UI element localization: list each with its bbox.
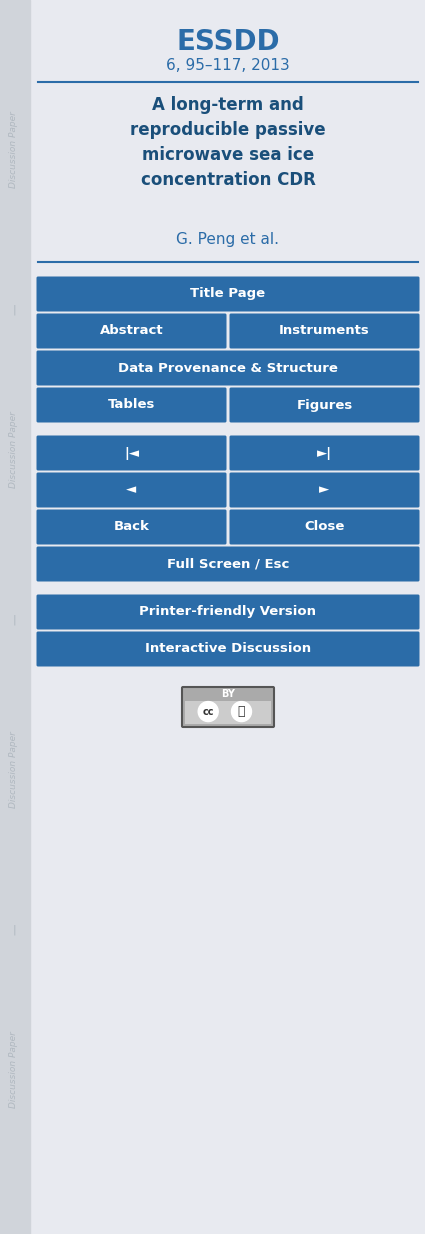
Text: Abstract: Abstract — [100, 325, 163, 338]
Text: Figures: Figures — [296, 399, 353, 411]
Text: |: | — [12, 615, 16, 626]
Text: Discussion Paper: Discussion Paper — [9, 732, 19, 808]
Text: Ⓘ: Ⓘ — [238, 705, 245, 718]
Text: G. Peng et al.: G. Peng et al. — [176, 232, 280, 247]
Text: ESSDD: ESSDD — [176, 28, 280, 56]
Text: Title Page: Title Page — [190, 288, 266, 301]
Text: Interactive Discussion: Interactive Discussion — [145, 643, 311, 655]
FancyBboxPatch shape — [37, 595, 419, 629]
Text: Instruments: Instruments — [279, 325, 370, 338]
Circle shape — [232, 702, 252, 722]
Text: Discussion Paper: Discussion Paper — [9, 1032, 19, 1108]
Circle shape — [198, 702, 218, 722]
FancyBboxPatch shape — [37, 632, 419, 666]
Text: Data Provenance & Structure: Data Provenance & Structure — [118, 362, 338, 374]
Text: Discussion Paper: Discussion Paper — [9, 412, 19, 489]
Text: A long-term and
reproducible passive
microwave sea ice
concentration CDR: A long-term and reproducible passive mic… — [130, 96, 326, 189]
FancyBboxPatch shape — [230, 436, 419, 470]
Text: Printer-friendly Version: Printer-friendly Version — [139, 606, 317, 618]
FancyBboxPatch shape — [230, 473, 419, 507]
FancyBboxPatch shape — [182, 687, 274, 727]
FancyBboxPatch shape — [37, 473, 227, 507]
Text: ◄: ◄ — [126, 484, 136, 496]
Bar — [185, 701, 271, 724]
FancyBboxPatch shape — [37, 276, 419, 311]
FancyBboxPatch shape — [37, 350, 419, 385]
FancyBboxPatch shape — [37, 313, 227, 348]
Text: ►: ► — [319, 484, 330, 496]
FancyBboxPatch shape — [37, 547, 419, 581]
Text: |: | — [12, 305, 16, 315]
Bar — [0, 0, 30, 1234]
Text: Discussion Paper: Discussion Paper — [9, 111, 19, 189]
FancyBboxPatch shape — [230, 387, 419, 422]
Text: 6, 95–117, 2013: 6, 95–117, 2013 — [166, 58, 290, 73]
FancyBboxPatch shape — [37, 510, 227, 544]
Text: Back: Back — [113, 521, 150, 533]
Text: BY: BY — [221, 689, 235, 698]
Text: ►|: ►| — [317, 447, 332, 459]
Text: Full Screen / Esc: Full Screen / Esc — [167, 558, 289, 570]
Text: Tables: Tables — [108, 399, 155, 411]
FancyBboxPatch shape — [37, 436, 227, 470]
FancyBboxPatch shape — [230, 510, 419, 544]
FancyBboxPatch shape — [37, 387, 227, 422]
Text: |◄: |◄ — [124, 447, 139, 459]
Text: |: | — [12, 924, 16, 935]
FancyBboxPatch shape — [230, 313, 419, 348]
Text: cc: cc — [202, 707, 214, 717]
Text: Close: Close — [304, 521, 345, 533]
